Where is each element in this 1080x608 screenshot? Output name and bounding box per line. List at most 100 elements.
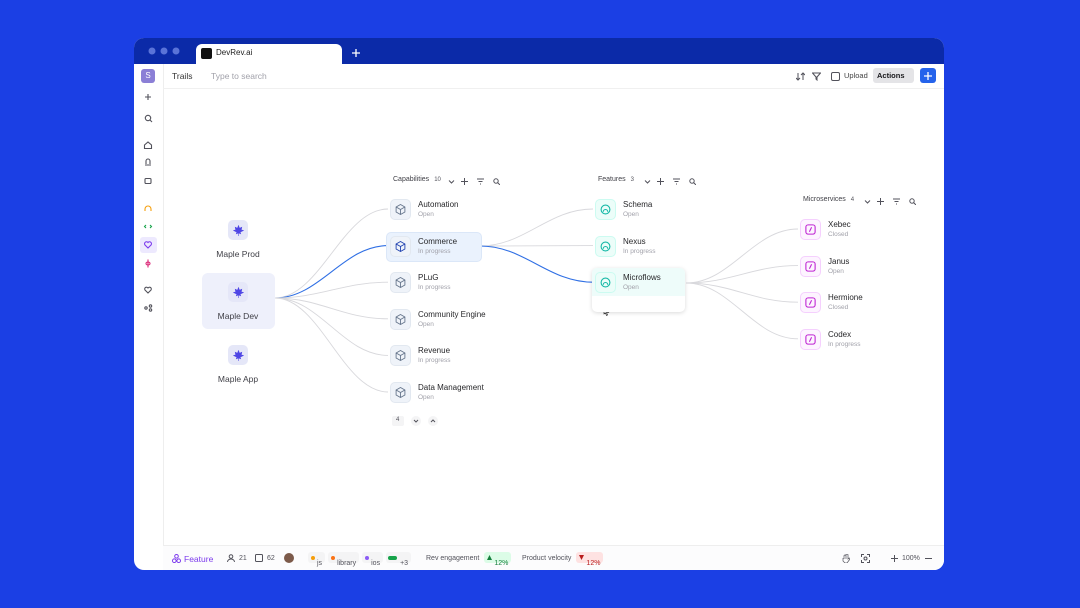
column-add[interactable] bbox=[876, 196, 886, 206]
workspace-icon[interactable] bbox=[228, 345, 248, 365]
new-tab[interactable] bbox=[352, 49, 360, 57]
tag-dot bbox=[331, 556, 335, 560]
tag[interactable]: library bbox=[328, 552, 360, 567]
tag-more[interactable]: +3 bbox=[386, 552, 412, 567]
connector bbox=[685, 265, 799, 284]
connector bbox=[274, 297, 389, 356]
members-icon[interactable] bbox=[226, 553, 236, 563]
item-icon[interactable] bbox=[390, 235, 411, 257]
column-add[interactable] bbox=[656, 176, 666, 186]
tasks-icon[interactable] bbox=[254, 553, 264, 563]
tag[interactable]: ios bbox=[362, 552, 384, 567]
item-icon[interactable] bbox=[390, 199, 411, 220]
item-icon[interactable] bbox=[800, 328, 821, 350]
metric-name[interactable]: Product velocity bbox=[522, 554, 572, 562]
column-title[interactable]: Microservices bbox=[803, 196, 846, 203]
type-icon[interactable] bbox=[171, 553, 181, 563]
sort-button[interactable] bbox=[794, 70, 806, 82]
members-count: 21 bbox=[239, 554, 247, 562]
fit-view[interactable] bbox=[860, 553, 870, 563]
workspace-icon[interactable] bbox=[228, 220, 248, 240]
item-icon[interactable] bbox=[595, 272, 616, 294]
metric-arrow bbox=[579, 555, 585, 560]
actions-label: Actions bbox=[877, 71, 905, 80]
column-filter[interactable] bbox=[475, 176, 485, 186]
tag[interactable]: js bbox=[308, 552, 326, 567]
item-icon[interactable] bbox=[800, 219, 821, 240]
item-name[interactable]: Data Management bbox=[418, 383, 484, 392]
connector bbox=[685, 282, 799, 303]
column-search[interactable] bbox=[908, 196, 918, 206]
column-search[interactable] bbox=[491, 176, 501, 186]
sidebar-active[interactable] bbox=[140, 237, 157, 253]
item-icon[interactable] bbox=[390, 308, 411, 330]
workspace-icon[interactable] bbox=[228, 282, 248, 302]
filter-button[interactable] bbox=[810, 70, 822, 82]
object-type[interactable]: Feature bbox=[184, 553, 214, 564]
top-bar bbox=[163, 64, 944, 89]
item-icon[interactable] bbox=[390, 382, 411, 403]
column-filter[interactable] bbox=[672, 176, 682, 186]
connector bbox=[479, 245, 594, 283]
column-add[interactable] bbox=[459, 176, 469, 186]
page-next[interactable] bbox=[411, 416, 421, 426]
column-title[interactable]: Features bbox=[598, 176, 626, 183]
breadcrumb[interactable]: Trails bbox=[172, 71, 193, 81]
page-count: 4 bbox=[396, 417, 400, 423]
column-expand[interactable] bbox=[863, 196, 873, 206]
item-icon[interactable] bbox=[800, 255, 821, 277]
item-name[interactable]: Automation bbox=[418, 200, 459, 209]
connector bbox=[274, 297, 389, 393]
column-expand[interactable] bbox=[643, 176, 653, 186]
item-icon[interactable] bbox=[595, 235, 616, 257]
owner-avatar[interactable] bbox=[284, 553, 294, 563]
avatar[interactable]: S bbox=[141, 69, 155, 83]
item-name[interactable]: Microflows bbox=[623, 273, 661, 283]
column-expand[interactable] bbox=[446, 176, 456, 186]
tag-dot bbox=[365, 556, 369, 560]
item-icon[interactable] bbox=[595, 199, 616, 220]
column-count: 10 bbox=[434, 177, 441, 183]
item-name[interactable]: Revenue bbox=[418, 346, 451, 356]
connector bbox=[274, 281, 389, 299]
item-name[interactable]: Nexus bbox=[623, 236, 646, 246]
item-name[interactable]: Xebec bbox=[828, 220, 851, 229]
item-icon[interactable] bbox=[390, 272, 411, 294]
sidebar-icons bbox=[143, 94, 153, 312]
item-name[interactable]: Schema bbox=[623, 200, 653, 209]
search-input[interactable]: Type to search bbox=[211, 71, 267, 81]
create-button[interactable] bbox=[920, 68, 936, 83]
item-status: In progress bbox=[418, 284, 451, 292]
page-prev[interactable] bbox=[428, 416, 438, 426]
upload-icon[interactable] bbox=[829, 70, 841, 82]
item-name[interactable]: Community Engine bbox=[418, 309, 486, 319]
item-name[interactable]: Hermione bbox=[828, 293, 863, 303]
zoom-out[interactable] bbox=[923, 553, 933, 563]
zoom-in[interactable] bbox=[889, 553, 899, 563]
item-icon[interactable] bbox=[800, 292, 821, 314]
item-icon[interactable] bbox=[390, 345, 411, 367]
item-name[interactable]: PLuG bbox=[418, 273, 439, 283]
actions-button[interactable]: Actions bbox=[873, 68, 914, 83]
connector bbox=[685, 282, 799, 340]
column-search[interactable] bbox=[688, 176, 698, 186]
workspace-label[interactable]: Maple App bbox=[217, 374, 259, 384]
tag-more-icon bbox=[388, 555, 398, 560]
item-name[interactable]: Commerce bbox=[418, 236, 458, 246]
item-status: In progress bbox=[418, 357, 451, 365]
item-status: In progress bbox=[828, 340, 861, 348]
metric-badge: 12% bbox=[576, 552, 604, 567]
metric-name[interactable]: Rev engagement bbox=[426, 554, 480, 562]
tasks-count: 62 bbox=[267, 554, 275, 562]
pan-tool[interactable] bbox=[841, 553, 851, 563]
item-status: In progress bbox=[418, 247, 451, 255]
tag-label: js bbox=[317, 560, 323, 567]
item-name[interactable]: Codex bbox=[828, 329, 852, 339]
upload-button[interactable]: Upload bbox=[844, 71, 868, 80]
item-name[interactable]: Janus bbox=[828, 256, 850, 266]
column-title[interactable]: Capabilities bbox=[393, 176, 430, 183]
workspace-label[interactable]: Maple Dev bbox=[217, 311, 259, 321]
workspace-label[interactable]: Maple Prod bbox=[216, 249, 260, 259]
column-filter[interactable] bbox=[892, 196, 902, 206]
